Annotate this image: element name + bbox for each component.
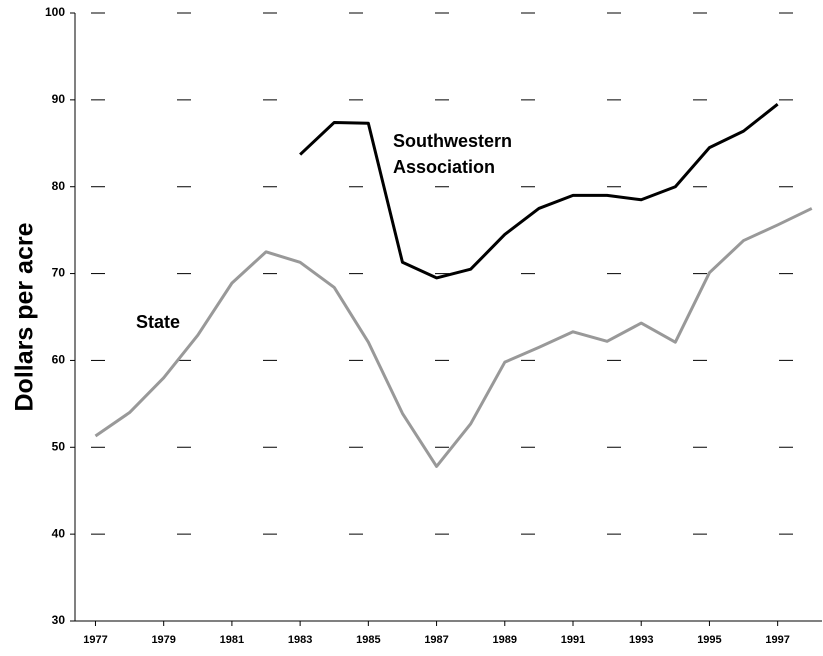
series-label: State <box>136 312 181 332</box>
x-tick-label: 1987 <box>424 634 448 646</box>
series-label: Southwestern Association <box>393 131 513 177</box>
x-tick-label: 1977 <box>83 634 107 646</box>
series-line <box>94 207 813 468</box>
y-tick-label: 60 <box>52 353 66 367</box>
x-tick-label: 1979 <box>151 634 175 646</box>
y-tick-label: 100 <box>45 5 65 19</box>
y-tick-label: 30 <box>52 613 66 627</box>
x-tick-label: 1985 <box>356 634 380 646</box>
x-tick-label: 1997 <box>765 634 789 646</box>
x-tick-label: 1991 <box>561 634 585 646</box>
x-tick-label: 1993 <box>629 634 653 646</box>
series-line <box>299 103 779 280</box>
y-axis-label: Dollars per acre <box>11 222 39 411</box>
x-tick-label: 1983 <box>288 634 312 646</box>
y-tick-label: 50 <box>52 439 66 453</box>
y-tick-label: 70 <box>52 266 66 280</box>
y-tick-label: 40 <box>52 526 66 540</box>
x-tick-label: 1989 <box>493 634 517 646</box>
y-tick-label: 80 <box>52 179 66 193</box>
x-tick-label: 1995 <box>697 634 721 646</box>
x-tick-label: 1981 <box>220 634 244 646</box>
y-tick-label: 90 <box>52 92 66 106</box>
